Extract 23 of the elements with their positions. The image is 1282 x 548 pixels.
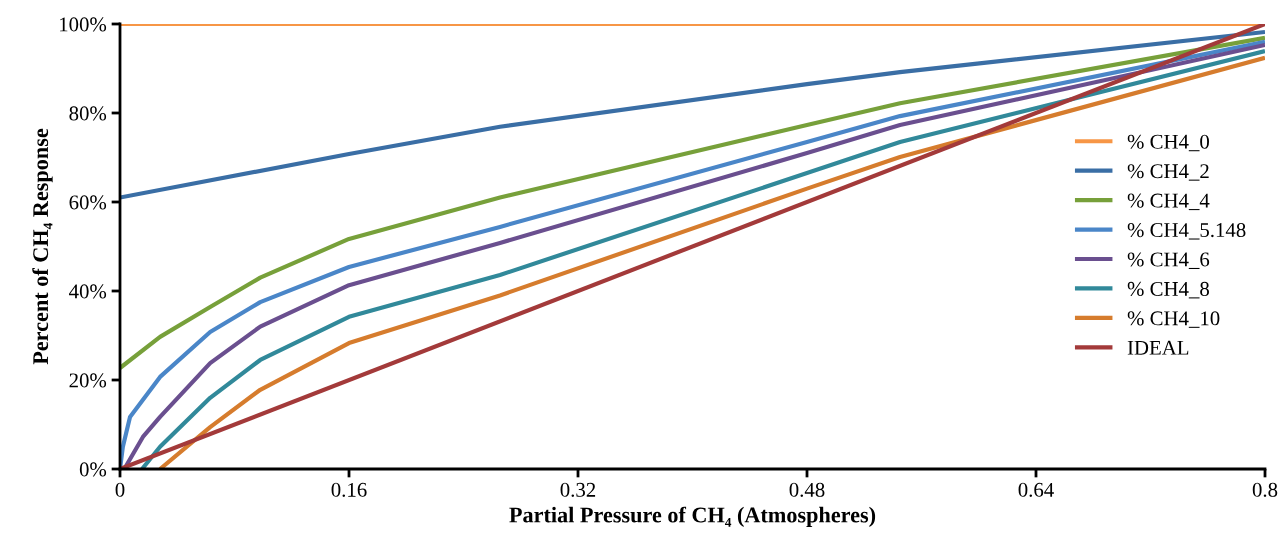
legend-label: % CH4_6 (1127, 252, 1210, 269)
y-tick-label: 0% (79, 462, 107, 477)
x-tick-label: 0.64 (1018, 482, 1054, 497)
legend-label: % CH4_0 (1127, 134, 1209, 152)
y-tick-label: 60% (69, 195, 107, 210)
y-tick-label: 20% (69, 373, 107, 388)
x-tick-label: 0 (115, 482, 125, 497)
legend-label: % CH4_5.148 (1127, 223, 1246, 240)
x-tick-label: 0.48 (789, 482, 825, 497)
y-tick-label: 40% (69, 284, 107, 299)
y-axis-title: Percent of CH₄ Response (32, 128, 53, 365)
x-axis-title: Partial Pressure of CH₄ (Atmospheres) (509, 506, 876, 528)
x-tick-label: 0.16 (331, 482, 367, 497)
y-tick-label: 80% (69, 106, 107, 121)
legend-label: IDEAL (1127, 340, 1189, 355)
x-tick-label: 0.32 (560, 482, 596, 497)
x-tick-label: 0.8 (1252, 482, 1278, 497)
legend-label: % CH4_4 (1127, 193, 1210, 211)
legend-label: % CH4_8 (1127, 281, 1209, 299)
line-series (120, 35, 1265, 371)
y-tick-label: 100% (60, 17, 107, 32)
legend-label: % CH4_2 (1127, 164, 1209, 181)
legend-label: % CH4_10 (1127, 311, 1220, 328)
